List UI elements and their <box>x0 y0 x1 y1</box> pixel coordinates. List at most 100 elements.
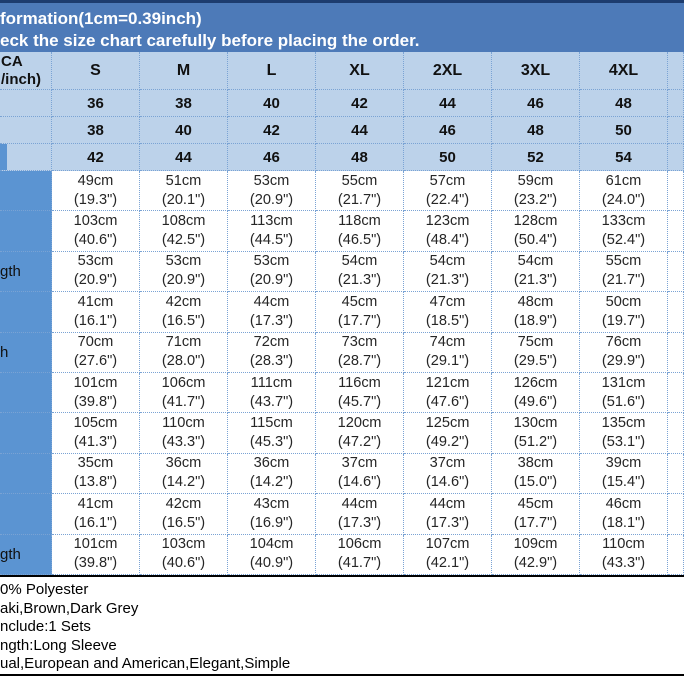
measure-cm: 101cm <box>73 374 118 391</box>
measure-cm: 103cm <box>161 536 206 553</box>
measure-value-cell: 37cm (14.6") <box>404 453 492 495</box>
size-value-cell: 44 <box>404 90 492 117</box>
size-value-cell: 50 <box>404 144 492 171</box>
measure-inch: (52.4") <box>601 232 646 249</box>
measure-cm: 44cm <box>253 293 290 310</box>
measure-value-cell: 73cm (28.7") <box>316 332 404 373</box>
size-value-cell: 44 <box>140 144 228 171</box>
measure-inch: (20.9") <box>73 272 118 289</box>
measure-value-cell: 113cm (44.5") <box>228 211 316 252</box>
measure-value-cell: 130cm (51.2") <box>492 413 580 454</box>
measure-value-cell: 53cm (20.9") <box>228 251 316 293</box>
measure-cm: 46cm <box>605 495 642 512</box>
measure-value-cell: 35cm (13.8") <box>52 453 140 495</box>
measure-value-cell: 42cm (16.5") <box>140 292 228 333</box>
measure-cm: 59cm <box>517 172 554 189</box>
size-value-cell: 38 <box>140 90 228 117</box>
measure-value-cell: 120cm (47.2") <box>316 413 404 454</box>
measure-cm: 37cm <box>429 455 466 472</box>
measure-cm: 107cm <box>425 536 470 553</box>
measure-value-cell: 76cm (29.9") <box>580 332 668 373</box>
size-value-cell: 50 <box>580 117 668 144</box>
measure-inch: (19.7") <box>601 312 646 329</box>
measure-value-cell: 51cm (20.1") <box>140 171 228 212</box>
product-note-line: ngth:Long Sleeve <box>0 636 117 654</box>
measure-value-cell: 126cm (49.6") <box>492 372 580 414</box>
measure-inch: (15.4") <box>601 474 646 491</box>
measure-row-label-cell: gth <box>0 251 52 293</box>
measure-value-cell: 71cm (28.0") <box>140 332 228 373</box>
filler-cell <box>668 453 684 495</box>
measure-cm: 53cm <box>253 172 290 189</box>
filler-cell <box>668 251 684 293</box>
measure-cm: 106cm <box>337 536 382 553</box>
measure-inch: (21.3") <box>513 272 558 289</box>
measure-inch: (46.5") <box>337 232 382 249</box>
measure-inch: (53.1") <box>601 434 646 451</box>
measure-value-cell: 110cm (43.3") <box>140 413 228 454</box>
measure-inch: (16.1") <box>73 312 118 329</box>
measure-cm: 101cm <box>73 536 118 553</box>
measure-inch: (42.1") <box>425 555 470 572</box>
measure-cm: 45cm <box>341 293 378 310</box>
measure-cm: 42cm <box>165 495 202 512</box>
measure-value-cell: 111cm (43.7") <box>228 372 316 414</box>
measure-cm: 36cm <box>165 455 202 472</box>
size-value-cell: 38 <box>52 117 140 144</box>
measure-inch: (14.6") <box>337 474 382 491</box>
product-note-line: aki,Brown,Dark Grey <box>0 599 139 617</box>
measure-value-cell: 37cm (14.6") <box>316 453 404 495</box>
measure-value-cell: 107cm (42.1") <box>404 534 492 575</box>
measure-inch: (20.1") <box>161 191 206 208</box>
measure-cm: 39cm <box>605 455 642 472</box>
measure-cm: 111cm <box>250 374 293 391</box>
size-header-cell: 4XL <box>580 52 668 90</box>
bottom-divider-line <box>0 673 684 676</box>
measure-value-cell: 103cm (40.6") <box>52 211 140 252</box>
measure-cm: 44cm <box>341 495 378 512</box>
measure-inch: (17.3") <box>249 312 294 329</box>
measure-cm: 48cm <box>517 293 554 310</box>
measure-inch: (20.9") <box>161 272 206 289</box>
filler-cell <box>668 534 684 575</box>
measure-cm: 71cm <box>165 334 202 351</box>
measure-value-cell: 70cm (27.6") <box>52 332 140 373</box>
measure-cm: 44cm <box>429 495 466 512</box>
measure-inch: (40.9") <box>249 555 294 572</box>
filler-cell <box>668 171 684 212</box>
measure-value-cell: 45cm (17.7") <box>492 494 580 535</box>
measure-inch: (49.2") <box>425 434 470 451</box>
filler-cell <box>668 117 684 144</box>
measure-cm: 50cm <box>605 293 642 310</box>
measure-inch: (29.1") <box>425 353 470 370</box>
measure-inch: (45.7") <box>337 393 382 410</box>
measure-inch: (17.3") <box>425 514 470 531</box>
filler-cell <box>668 413 684 454</box>
measure-inch: (29.5") <box>513 353 558 370</box>
measure-cm: 37cm <box>341 455 378 472</box>
filler-cell <box>668 52 684 90</box>
measure-inch: (48.4") <box>425 232 470 249</box>
measure-cm: 125cm <box>425 415 470 432</box>
measure-inch: (51.6") <box>601 393 646 410</box>
size-value-cell: 48 <box>580 90 668 117</box>
size-header-cell: S <box>52 52 140 90</box>
measure-inch: (51.2") <box>513 434 558 451</box>
measure-value-cell: 128cm (50.4") <box>492 211 580 252</box>
measure-cm: 72cm <box>253 334 290 351</box>
measure-cm: 47cm <box>429 293 466 310</box>
measure-cm: 54cm <box>341 253 378 270</box>
measure-cm: 54cm <box>517 253 554 270</box>
filler-cell <box>668 211 684 252</box>
measure-value-cell: 44cm (17.3") <box>316 494 404 535</box>
measure-value-cell: 49cm (19.3") <box>52 171 140 212</box>
size-table-body: 49cm (19.3") 51cm (20.1") 53cm (20.9") 55cm (21… <box>0 171 684 577</box>
measure-cm: 123cm <box>425 213 470 230</box>
corner-label-line1: CA <box>1 52 23 70</box>
measure-inch: (42.5") <box>161 232 206 249</box>
measure-cm: 38cm <box>517 455 554 472</box>
size-value-cell: 52 <box>492 144 580 171</box>
size-header-cell: 3XL <box>492 52 580 90</box>
filler-cell <box>668 90 684 117</box>
measure-value-cell: 110cm (43.3") <box>580 534 668 575</box>
